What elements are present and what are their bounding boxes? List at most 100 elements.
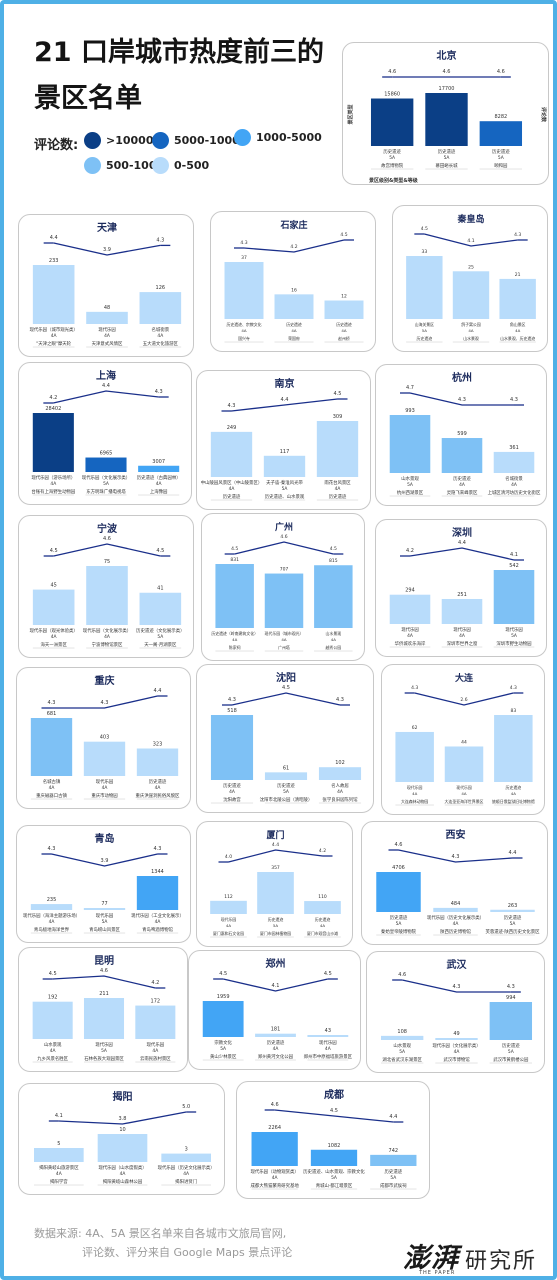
city-panel: 北京 15860 历史遗迹 5A 故宫博物院 17700 历史遗迹 5A 慕田峪长城 8282 历史… [342,42,549,185]
rating-label: 4.3 [156,237,164,243]
city-panel: 大连 62 现代乐园 4A 大连森林动物园 44 现代乐园 4A 大连圣亚海洋世界景区 83 历史遗… [381,664,545,815]
value-label: 43 [325,1028,331,1034]
tick-label: 揭阳黄岐山森林公园 [103,1178,143,1185]
value-label: 599 [457,431,467,437]
bar-group: 28402现代乐园（游乐场所）4A台账有上海野生动物园6965现代乐园（文化展示… [31,406,181,496]
bar [435,1038,478,1040]
value-label: 681 [47,711,57,717]
legend-label: 0-500 [174,159,210,172]
source-note: 数据来源: 4A、5A 景区名单来自各城市文旅局官网, 评论数、评分来自 Goo… [34,1224,292,1262]
rating-label: 4.4 [389,1114,397,1120]
value-label: 2264 [268,1125,281,1131]
tick-label: 厦门市观音山沙滩 [307,931,338,936]
category-type: 历史遗迹 [315,917,331,922]
rating-label: 4.3 [228,403,236,409]
chart-title: 上海 [96,369,116,382]
rating-label: 4.3 [154,846,162,852]
city-chart: 深圳294现代乐园4A华侨城欢乐海岸251现代乐园4A深圳市世界之窗542现代乐… [389,526,535,648]
category-level: 5A [389,155,395,161]
tick-label: 青岛啤酒博物馆 [142,926,173,933]
rating-line [51,853,158,867]
category-level: 4A [272,1175,278,1181]
category-type: 历史遗迹 [390,914,408,921]
tick-label: 慕田峪长城 [436,162,459,169]
rating-label: 4.6 [280,534,287,540]
tick-label: 历史遗迹 [223,493,241,500]
legend-label: 5000-10000 [174,134,248,147]
value-label: 45 [50,583,56,589]
category-level: 4A [273,1046,279,1052]
category-level: 4A [407,633,413,639]
category-level: 5A [508,1049,514,1055]
rating-line [53,242,161,256]
tick-label: 陕西历史博物馆 [440,928,471,935]
rating-label: 4.1 [272,983,280,989]
value-label: 28402 [45,406,61,412]
tick-label: 揭阳进贤门 [175,1178,197,1185]
city-chart: 武汉108山水景观5A湖北省武汉东湖景区49现代乐园（文化展示类）4A武汉市博物… [380,958,533,1064]
rating-label: 4.6 [395,842,403,848]
city-chart: 重庆681名城古镇4A重庆磁器口古镇403现代乐园4A重庆市动物园323历史遗迹… [30,674,180,800]
value-label: 1344 [151,869,164,875]
category-level: 4A [157,333,163,339]
category-type: 历史遗迹 [223,782,241,789]
category-type: 现代乐园 [98,326,116,333]
category-type: 山水景观 [326,631,342,636]
rating-line [243,239,345,253]
category-type: 历史遗迹 [438,148,456,155]
bar [314,565,353,628]
tick-label: 越秀公园 [326,645,342,650]
category-level: 4A [120,1171,126,1177]
value-label: 83 [510,708,516,714]
category-type: 历史遗迹 [385,1168,403,1175]
category-level: 4A [49,785,55,791]
category-type: 现代乐园 [96,778,114,785]
category-type: 现代乐园（文化展示类） [83,627,131,634]
rating-line [414,692,514,706]
category-level: 4A [152,1048,158,1054]
bar [499,278,536,319]
value-label: 251 [457,592,467,598]
tick-label: 历史遗迹、山水景观 [265,493,305,500]
bar [136,748,179,776]
value-label: 5 [57,1141,60,1147]
value-label: 994 [506,995,516,1001]
legend-label: >10000 [106,134,154,147]
rating-label: 3.9 [103,247,111,253]
category-level: 4A [102,785,108,791]
category-level: 4A [56,1171,62,1177]
category-level: 4A [412,791,417,796]
rating-label: 4.4 [50,235,58,241]
chart-title: 杭州 [452,371,472,384]
bar [85,457,127,472]
tick-label: 郑州市中原福塔旅游景区 [304,1053,353,1060]
category-type: 现代乐园（游乐场所） [31,474,75,481]
tick-label: 揭阳学宫 [50,1178,68,1185]
rating-label: 4.5 [330,546,337,552]
city-panel: 广州 831 历史遗迹（岭南建筑文化） 4A 陈家祠 707 现代乐园（城市观光） 4A 广州塔… [201,513,365,661]
tick-label: 五大道文化旅游区 [143,340,179,347]
tick-label: 张学良旧居陈列馆 [322,796,358,803]
bar-group: 1959宗教文化5A黄山少林景区181历史遗迹4A郑州黄河文化公园43现代乐园4… [202,994,353,1061]
tick-label: 武汉市博物馆 [443,1056,470,1063]
bar [307,1035,349,1037]
bar [139,592,182,625]
tick-label: 杭州西湖景区 [397,489,424,496]
bar-group: 4706历史遗迹5A秦始皇帝陵博物院484现代乐园（历史文化展示类）4A陕西历史… [376,865,540,936]
rating-label: 4.2 [319,848,326,854]
rating-label: 4.6 [103,536,111,542]
category-type: 现代乐园 [401,626,419,633]
bar-group: 192山水景观4A九乡风景名胜区211现代乐园5A石林各族大观园景区172现代乐… [32,991,176,1063]
chart-title: 大连 [455,672,474,684]
category-type: 名城古镇 [43,778,61,785]
value-label: 831 [230,557,239,563]
category-type: 鸽子窝公园 [461,322,481,327]
city-panel: 青岛 235 现代乐园（海洋主题游乐场） 4A 青岛极地海洋世界 77 现代乐园 5A 青岛崂山… [16,825,191,943]
tick-label: 厦门惠和石文化园 [213,931,244,936]
city-panel: 沈阳 518 历史遗迹 4A 沈阳故宫 61 历史遗迹 5A 沈阳市北陵公园（清昭陵） 102 名人… [196,664,374,813]
bar [257,872,294,914]
rating-label: 4.4 [509,850,517,856]
category-type: 历史遗迹 [502,1042,520,1049]
